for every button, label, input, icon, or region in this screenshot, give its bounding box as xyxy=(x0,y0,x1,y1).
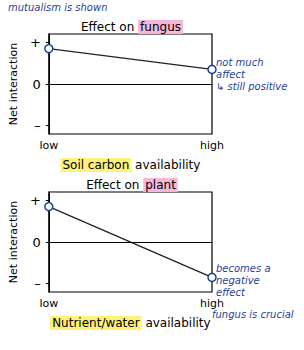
svg-text:↳ still positive: ↳ still positive xyxy=(216,81,287,92)
svg-text:Nutrient/water: Nutrient/water xyxy=(52,316,140,330)
svg-text:high: high xyxy=(200,139,224,152)
svg-text:Soil carbon: Soil carbon xyxy=(62,158,129,172)
svg-text:Net interaction: Net interaction xyxy=(7,43,20,125)
svg-text:fungus: fungus xyxy=(140,20,181,34)
svg-text:–: – xyxy=(34,118,41,133)
svg-text:+: + xyxy=(30,193,41,208)
svg-text:availability: availability xyxy=(142,316,211,330)
svg-text:–: – xyxy=(34,276,41,291)
svg-text:plant: plant xyxy=(145,178,176,192)
svg-text:0: 0 xyxy=(33,77,41,92)
svg-text:Effect on: Effect on xyxy=(86,178,143,192)
svg-text:+: + xyxy=(30,35,41,50)
svg-text:not much: not much xyxy=(216,57,263,68)
svg-text:0: 0 xyxy=(33,235,41,250)
svg-text:low: low xyxy=(39,139,58,152)
svg-text:high: high xyxy=(200,297,224,310)
svg-text:low: low xyxy=(39,297,58,310)
svg-text:availability: availability xyxy=(131,158,200,172)
svg-text:negative: negative xyxy=(216,275,260,286)
svg-text:fungus is crucial: fungus is crucial xyxy=(212,309,294,320)
svg-text:becomes a: becomes a xyxy=(216,263,271,274)
svg-text:Net interaction: Net interaction xyxy=(7,201,20,283)
svg-text:effect: effect xyxy=(216,287,246,298)
svg-text:affect: affect xyxy=(216,69,246,80)
svg-text:Effect on: Effect on xyxy=(81,20,138,34)
svg-text:mutualism is shown: mutualism is shown xyxy=(8,2,108,13)
